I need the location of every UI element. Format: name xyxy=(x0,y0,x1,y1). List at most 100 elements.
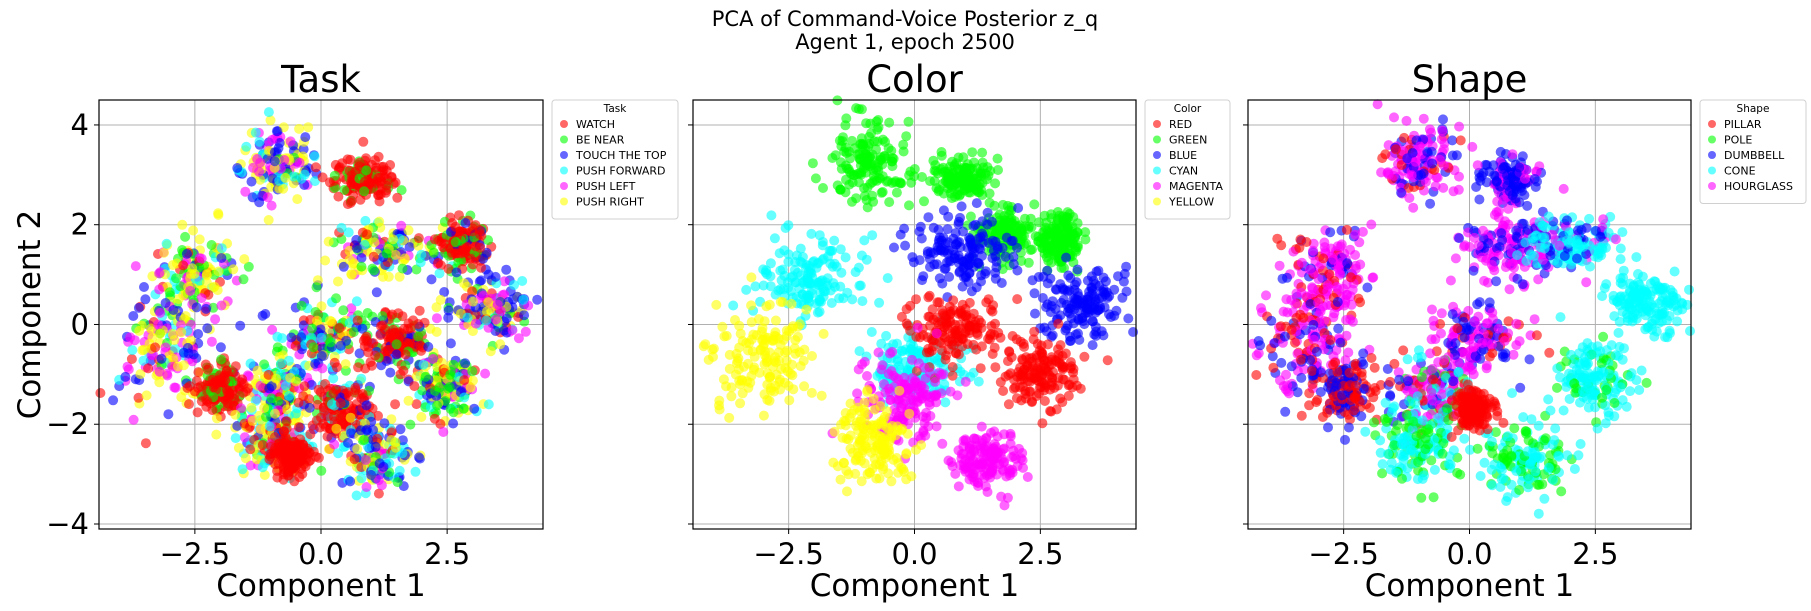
scatter-point xyxy=(289,436,300,447)
scatter-point xyxy=(252,365,263,376)
scatter-point xyxy=(354,348,365,359)
scatter-point xyxy=(361,482,372,492)
scatter-point xyxy=(1086,271,1097,282)
scatter-point xyxy=(519,310,530,321)
scatter-point xyxy=(965,182,976,193)
scatter-point xyxy=(1388,170,1399,181)
scatter-point xyxy=(838,458,849,469)
scatter-point xyxy=(852,388,863,399)
scatter-point xyxy=(928,155,939,166)
legend-label: PUSH LEFT xyxy=(576,180,636,193)
scatter-point xyxy=(246,402,257,413)
scatter-point xyxy=(247,415,258,426)
scatter-point xyxy=(336,222,347,233)
scatter-point xyxy=(842,486,852,497)
scatter-point xyxy=(773,285,784,296)
scatter-point xyxy=(359,434,370,445)
scatter-point xyxy=(254,136,265,147)
scatter-point xyxy=(724,412,735,423)
scatter-point xyxy=(872,442,883,453)
scatter-point xyxy=(1006,236,1017,247)
scatter-point xyxy=(1087,283,1098,293)
scatter-point xyxy=(269,156,280,167)
scatter-point xyxy=(403,318,414,329)
scatter-point xyxy=(270,408,280,419)
scatter-point xyxy=(968,220,979,231)
scatter-point xyxy=(900,240,911,251)
scatter-point xyxy=(311,415,322,426)
scatter-point xyxy=(257,440,268,450)
scatter-point xyxy=(938,246,949,257)
scatter-point xyxy=(1017,448,1028,458)
scatter-point xyxy=(758,280,769,291)
scatter-point xyxy=(201,269,212,280)
scatter-point xyxy=(909,164,920,174)
scatter-point xyxy=(303,122,314,133)
scatter-point xyxy=(1396,187,1407,198)
scatter-point xyxy=(271,373,282,384)
scatter-point xyxy=(361,400,372,411)
scatter-point xyxy=(891,453,902,463)
scatter-point xyxy=(949,253,960,264)
scatter-point xyxy=(957,170,968,181)
scatter-point xyxy=(532,294,543,305)
scatter-point xyxy=(356,473,367,484)
scatter-point xyxy=(434,268,445,279)
scatter-point xyxy=(1007,218,1018,229)
legend-label: WATCH xyxy=(576,118,615,131)
scatter-point xyxy=(931,421,942,432)
scatter-point xyxy=(283,470,294,481)
scatter-point xyxy=(325,337,336,348)
scatter-point xyxy=(915,332,925,343)
scatter-point xyxy=(1467,141,1478,152)
scatter-point xyxy=(754,367,765,378)
scatter-point xyxy=(1095,301,1105,312)
scatter-point xyxy=(280,172,291,183)
scatter-point xyxy=(435,294,446,305)
scatter-point xyxy=(835,474,846,485)
scatter-point xyxy=(998,386,1009,396)
scatter-point xyxy=(967,147,978,158)
scatter-point xyxy=(1410,156,1421,167)
scatter-point xyxy=(1039,396,1050,406)
scatter-point xyxy=(183,348,194,359)
scatter-point xyxy=(1399,132,1410,143)
scatter-point xyxy=(237,464,248,475)
scatter-point xyxy=(395,424,406,435)
scatter-point xyxy=(871,473,882,484)
scatter-point xyxy=(396,185,407,196)
scatter-point xyxy=(259,470,270,480)
scatter-point xyxy=(376,162,387,172)
scatter-point xyxy=(383,344,393,355)
scatter-point xyxy=(164,287,175,298)
scatter-point xyxy=(765,281,776,292)
scatter-point xyxy=(834,293,845,304)
scatter-point xyxy=(954,190,965,201)
scatter-point xyxy=(950,348,961,358)
scatter-point xyxy=(1390,144,1401,155)
scatter-point xyxy=(338,261,349,272)
scatter-point xyxy=(1502,170,1513,181)
legend-marker xyxy=(560,182,568,190)
scatter-point xyxy=(1073,313,1084,324)
scatter-point xyxy=(759,316,770,327)
scatter-point xyxy=(262,192,273,203)
scatter-point xyxy=(1454,121,1465,132)
scatter-point xyxy=(448,359,459,370)
scatter-point xyxy=(801,263,811,273)
scatter-point xyxy=(774,248,785,259)
scatter-point xyxy=(414,452,424,463)
scatter-point xyxy=(828,457,839,468)
scatter-point xyxy=(989,342,1000,353)
scatter-point xyxy=(448,418,459,429)
scatter-point xyxy=(294,472,305,483)
scatter-point xyxy=(1080,234,1091,245)
scatter-point xyxy=(777,297,788,308)
scatter-point xyxy=(1034,217,1044,228)
scatter-point xyxy=(882,273,893,284)
scatter-point xyxy=(356,253,367,263)
scatter-point xyxy=(371,287,382,298)
scatter-point xyxy=(1471,182,1482,192)
